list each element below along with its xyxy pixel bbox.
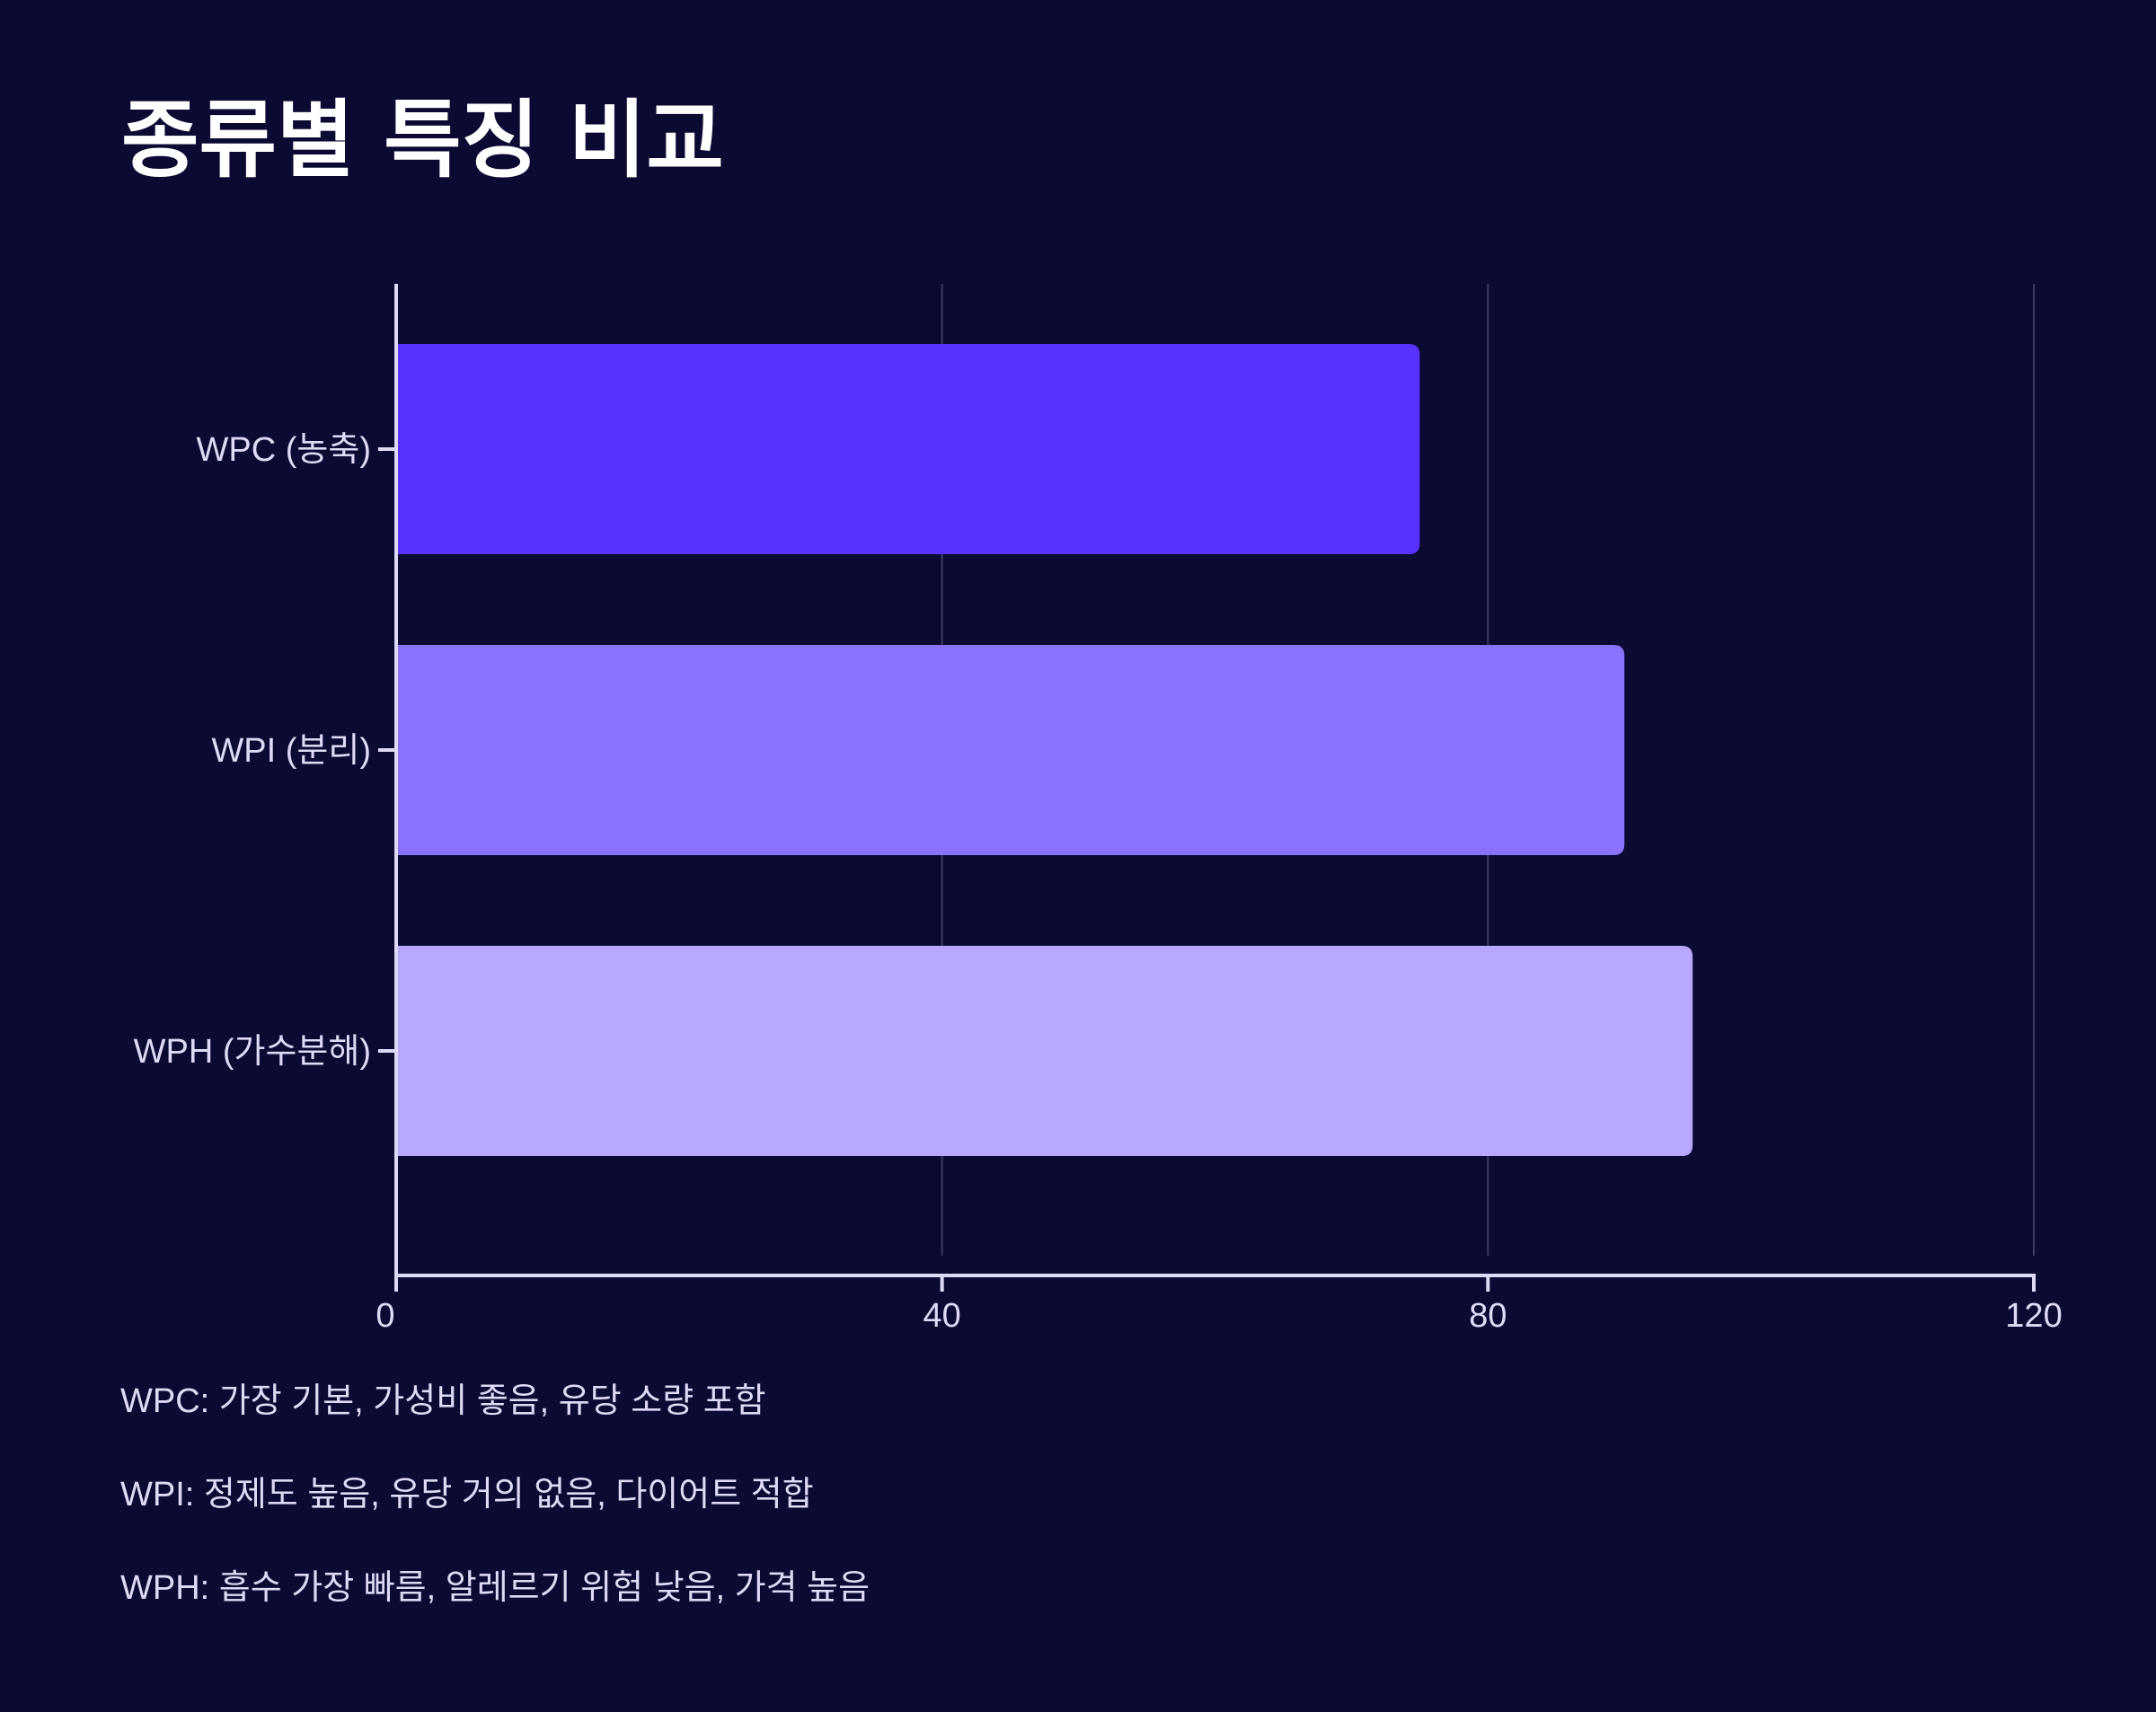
note-wpc: WPC: 가장 기본, 가성비 좋음, 유당 소량 포함 (120, 1382, 766, 1420)
notes: WPC: 가장 기본, 가성비 좋음, 유당 소량 포함 WPI: 정제도 높음… (120, 1382, 870, 1607)
x-tick-label-1: 40 (923, 1297, 961, 1335)
bar-0 (396, 344, 1420, 554)
bar-2 (396, 946, 1693, 1156)
bar-1 (396, 645, 1625, 855)
x-tick-label-3: 120 (2005, 1297, 2062, 1335)
note-wpi: WPI: 정제도 높음, 유당 거의 없음, 다이어트 적합 (120, 1476, 814, 1513)
x-tick-label-0: 0 (376, 1297, 394, 1335)
chart-title: 종류별 특징 비교 (121, 92, 724, 190)
note-wph: WPH: 흡수 가장 빠름, 알레르기 위험 낮음, 가격 높음 (120, 1569, 870, 1607)
category-label-2: WPH (가수분해) (134, 1033, 371, 1071)
x-tick-label-2: 80 (1469, 1297, 1507, 1335)
category-label-0: WPC (농축) (197, 431, 371, 469)
bars (396, 344, 1693, 1156)
labels: WPC (농축) WPI (분리) WPH (가수분해) 0 40 80 120 (134, 431, 2063, 1335)
axes (378, 284, 2036, 1292)
category-label-1: WPI (분리) (211, 732, 371, 770)
